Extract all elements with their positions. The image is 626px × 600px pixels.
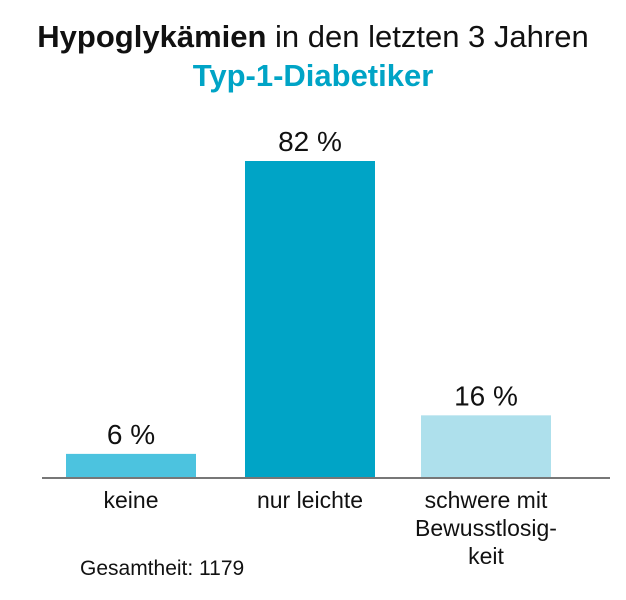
bar-3 [421, 415, 551, 477]
bar-value-label-3: 16 % [454, 380, 518, 411]
bar-2 [245, 161, 375, 477]
chart-title-rest: in den letzten 3 Jahren [266, 19, 589, 54]
bar-value-label-1: 6 % [107, 419, 155, 450]
chart-subtitle: Typ-1-Diabetiker [192, 58, 434, 93]
category-label-line: keit [468, 543, 504, 569]
category-label-3: schwere mit Bewusstlosig-keit [415, 487, 557, 569]
bar-value-label-2: 82 % [278, 126, 342, 157]
category-label-1: keine [104, 487, 159, 513]
bar-1 [66, 453, 196, 477]
category-label-line: keine [104, 487, 159, 513]
chart-title-bold: Hypoglykämien [37, 19, 267, 54]
chart-header: Hypoglykämien in den letzten 3 Jahren Ty… [0, 18, 626, 96]
category-label-line: schwere mit [425, 487, 548, 513]
category-label-line: nur leichte [257, 487, 363, 513]
category-label-line: Bewusstlosig- [415, 515, 557, 541]
category-label-2: nur leichte [257, 487, 363, 513]
sample-size-note: Gesamtheit: 1179 [80, 557, 245, 580]
chart-title: Hypoglykämien in den letzten 3 Jahren [0, 18, 626, 56]
